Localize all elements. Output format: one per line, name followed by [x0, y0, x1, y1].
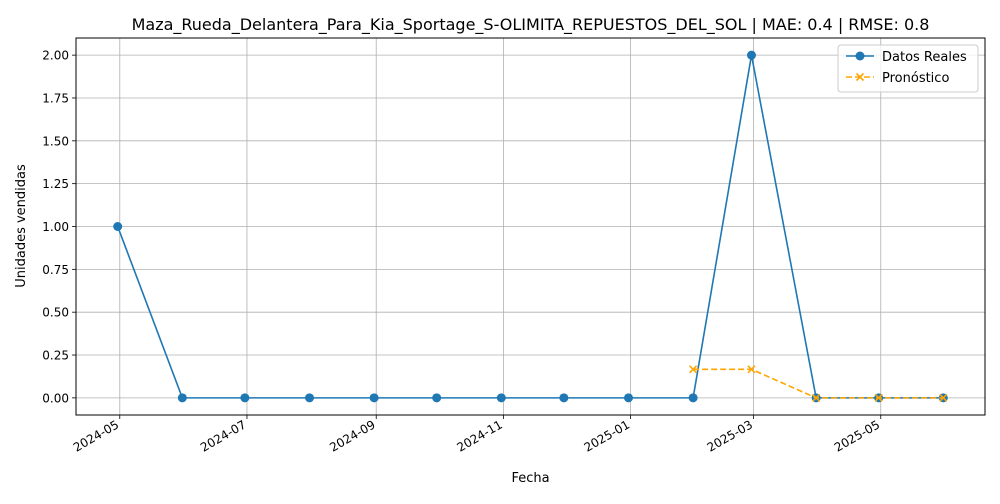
y-tick-label: 1.00 [42, 220, 69, 234]
data-point-actual [746, 50, 756, 60]
y-tick-label: 0.50 [42, 306, 69, 320]
y-tick-label: 2.00 [42, 49, 69, 63]
series-layer [113, 50, 948, 403]
legend-marker-forecast [855, 72, 865, 82]
data-point-actual [177, 393, 187, 403]
y-axis-ticks: 0.00 0.25 0.50 0.75 1.00 1.25 1.50 1.75 2.00 [42, 49, 76, 405]
data-point-actual [432, 393, 442, 403]
y-tick-label: 1.50 [42, 134, 69, 148]
data-point-forecast [939, 393, 948, 402]
data-point-forecast [747, 365, 756, 374]
data-point-actual [688, 393, 698, 403]
data-point-forecast [812, 393, 821, 402]
data-point-actual [559, 393, 569, 403]
legend-label-forecast: Pronóstico [882, 71, 949, 86]
data-point-actual [305, 393, 315, 403]
series-line-actual [116, 54, 944, 399]
data-point-actual [623, 393, 633, 403]
legend-marker-actual [855, 51, 865, 61]
legend-label-actual: Datos Reales [882, 50, 967, 65]
y-tick-label: 1.25 [42, 177, 69, 191]
chart-title: Maza_Rueda_Delantera_Para_Kia_Sportage_S… [132, 15, 930, 35]
data-point-forecast [689, 365, 698, 374]
data-point-actual [240, 393, 250, 403]
legend: Datos Reales Pronóstico [837, 44, 979, 93]
y-tick-label: 0.75 [42, 263, 69, 277]
data-point-actual [113, 222, 123, 231]
y-axis-label: Unidades vendidas [14, 164, 29, 288]
x-axis-label: Fecha [511, 471, 549, 486]
y-tick-label: 0.25 [42, 349, 69, 363]
y-tick-label: 0.00 [42, 391, 69, 405]
data-point-actual [369, 393, 379, 403]
data-point-forecast [874, 393, 883, 402]
y-tick-label: 1.75 [42, 91, 69, 105]
series-forecast [689, 365, 948, 402]
data-point-actual [496, 393, 506, 403]
